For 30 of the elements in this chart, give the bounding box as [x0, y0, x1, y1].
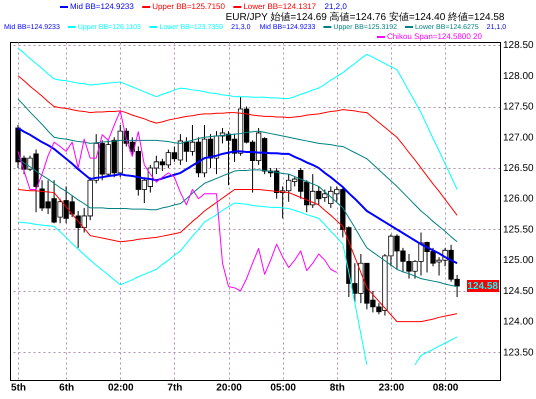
- x-tick-label: 08:00: [432, 382, 459, 394]
- y-tick-label: 124.50: [503, 286, 534, 297]
- y-tick-label: 127.50: [503, 102, 534, 113]
- text: 124.58: [467, 280, 498, 292]
- line-series: [18, 75, 458, 216]
- x-tick-label: 20:00: [216, 382, 242, 394]
- y-tick-label: 127.00: [503, 132, 534, 144]
- y-tick-label: 126.50: [503, 162, 534, 174]
- y-tick-label: 125.00: [503, 255, 534, 266]
- line-series: [18, 48, 458, 190]
- legend-label: Lower BB=124.1317: [243, 2, 317, 11]
- legend-label: Chikou Span=124.5800 20: [386, 32, 482, 41]
- x-tick-label: 8th: [330, 382, 345, 394]
- y-tick-label: 126.00: [503, 194, 534, 205]
- legend-label: Upper BB=125.7150: [152, 2, 226, 11]
- y-tick-label: 123.50: [503, 347, 534, 358]
- y-tick-label: 125.50: [503, 224, 534, 236]
- legend-label: Mid BB=124.9233: [70, 2, 134, 11]
- x-tick-label: 7th: [167, 382, 182, 394]
- y-tick-label: 124.00: [503, 316, 534, 328]
- text: 21,2,0: [324, 2, 348, 11]
- x-tick-label: 5th: [11, 382, 26, 394]
- x-tick-label: 05:00: [270, 382, 296, 394]
- line-series: [18, 98, 458, 242]
- y-tick-label: 128.00: [503, 70, 534, 82]
- x-tick-label: 02:00: [108, 382, 134, 394]
- x-tick-label: 23:00: [378, 382, 405, 394]
- x-tick-label: 6th: [59, 382, 74, 394]
- y-tick-label: 128.50: [503, 40, 534, 52]
- text: EUR/JPY 始値=124.69 高値=124.76 安値=124.40 終値=124.58: [226, 11, 505, 23]
